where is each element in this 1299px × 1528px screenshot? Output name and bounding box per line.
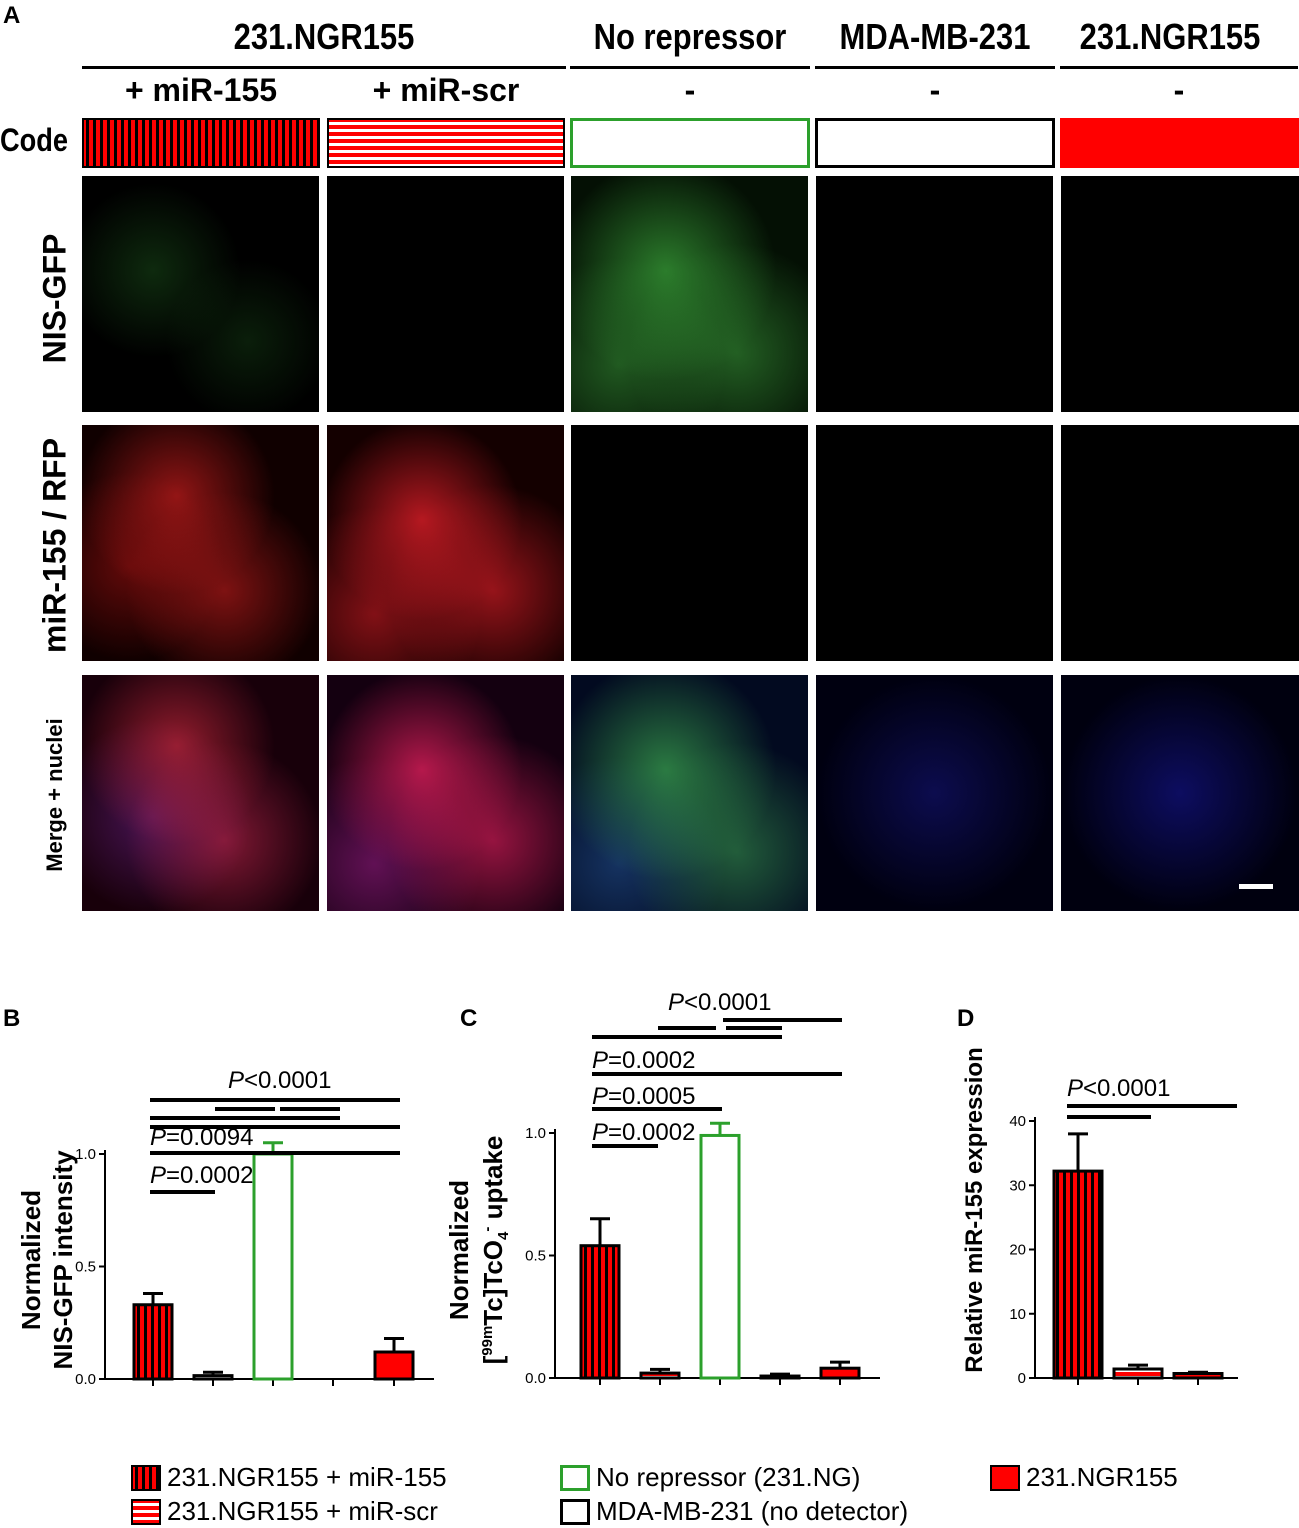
legend-swatch-vstripe [131, 1464, 161, 1491]
chart-c: 0.0 0.5 1.0 P<0.0001 P=0.0002 P=0.0005 P=0.000… [444, 989, 880, 1387]
group-header-no-repressor: No repressor [593, 16, 787, 57]
y-axis-label: Normalized NIS-GFP intensity [16, 1150, 78, 1370]
micrograph-merge-mda [816, 675, 1053, 911]
micrograph-rfp-no-repressor [571, 425, 808, 661]
micrograph-merge-no-repressor [571, 675, 808, 911]
y-tick-label: 0.0 [525, 1370, 546, 1387]
legend-item-231ngr155: 231.NGR155 [990, 1462, 1178, 1493]
pvalue-label: P=0.0002 [592, 1119, 695, 1146]
micrograph-nisgfp-mir155 [82, 176, 319, 412]
subheader-mir155: + miR-155 [124, 72, 278, 108]
code-red-solid [1060, 118, 1299, 168]
scale-bar [1239, 884, 1273, 889]
header-rule [82, 66, 566, 69]
y-label-line: NIS-GFP intensity [48, 1150, 78, 1370]
legend-item-no-repressor: No repressor (231.NG) [560, 1462, 860, 1493]
bar [819, 1366, 861, 1380]
code-vstripe [82, 118, 320, 168]
micrograph-merge-mirscr [327, 675, 564, 911]
y-label-line: Relative miR-155 expression [961, 1047, 988, 1373]
row-label-nis-gfp: NIS-GFP [36, 233, 73, 364]
bar [373, 1350, 415, 1381]
bar [1172, 1372, 1224, 1380]
bar [639, 1371, 681, 1380]
y-axis-label: Relative miR-155 expression [961, 1047, 988, 1373]
y-tick-label: 20 [1009, 1242, 1026, 1259]
micrograph-rfp-mirscr [327, 425, 564, 661]
group-header-231ngr155: 231.NGR155 [233, 16, 415, 57]
legend-label: MDA-MB-231 (no detector) [596, 1496, 909, 1526]
subheader-dash: - [684, 72, 696, 108]
subheader-dash: - [929, 72, 941, 108]
micrograph-rfp-231ngr155 [1061, 425, 1299, 661]
legend-label: No repressor (231.NG) [596, 1462, 861, 1492]
micrograph-rfp-mda [816, 425, 1053, 661]
y-label-line: Normalized [16, 1190, 46, 1330]
bar [132, 1303, 174, 1381]
y-tick-label: 0.0 [75, 1371, 96, 1388]
legend-item-mirscr: 231.NGR155 + miR-scr [131, 1496, 438, 1527]
legend-swatch-hstripe [131, 1498, 161, 1525]
y-label-line: [99mTc]TcO4- uptake [478, 1136, 512, 1365]
pvalue-label: P=0.0002 [592, 1047, 695, 1074]
micrograph-nisgfp-mda [816, 176, 1053, 412]
legend-swatch-red [990, 1464, 1020, 1491]
legend-item-mir155: 231.NGR155 + miR-155 [131, 1462, 447, 1493]
panel-letter-b: B [3, 1005, 21, 1032]
micrograph-rfp-mir155 [82, 425, 319, 661]
pvalue-label: P=0.0005 [592, 1083, 695, 1110]
y-tick-label: 40 [1009, 1113, 1026, 1130]
code-label: Code [0, 122, 68, 158]
y-tick-label: 0 [1018, 1370, 1026, 1387]
micrograph-nisgfp-mirscr [327, 176, 564, 412]
micrograph-merge-231ngr155 [1061, 675, 1299, 911]
y-tick-label: 30 [1009, 1177, 1026, 1194]
legend-swatch-black [560, 1498, 590, 1525]
group-header-231ngr155-2: 231.NGR155 [1079, 16, 1261, 57]
y-tick-label: 1.0 [525, 1125, 546, 1142]
group-header-mda-mb-231: MDA-MB-231 [839, 16, 1031, 57]
legend-swatch-green [560, 1464, 590, 1491]
micrograph-nisgfp-231ngr155 [1061, 176, 1299, 412]
chart-d: 0 10 20 30 40 P<0.0001 Relative miR-155 expres… [961, 1047, 1238, 1387]
panel-letter-c: C [460, 1005, 478, 1032]
subheader-dash: - [1173, 72, 1185, 108]
micrograph-merge-mir155 [82, 675, 319, 911]
bar [1052, 1169, 1104, 1380]
code-hstripe [327, 118, 565, 168]
bar [192, 1374, 234, 1381]
bar [252, 1152, 294, 1381]
header-rule [815, 66, 1055, 69]
y-tick-label: 0.5 [75, 1259, 96, 1276]
y-tick-label: 1.0 [75, 1146, 96, 1163]
code-black-outline [815, 118, 1055, 168]
y-label-line: Normalized [444, 1180, 474, 1320]
y-axis-label: Normalized[99mTc]TcO4- uptake [444, 1136, 512, 1365]
row-label-mir155-rfp: miR-155 / RFP [36, 437, 73, 654]
row-label-merge-nuclei: Merge + nuclei [42, 718, 67, 872]
pvalue-label: P=0.0002 [150, 1162, 253, 1189]
header-rule [570, 66, 810, 69]
y-tick-label: 0.5 [525, 1248, 546, 1265]
code-green-outline [570, 118, 810, 168]
pvalue-label: P<0.0001 [1067, 1075, 1170, 1102]
bar [579, 1244, 621, 1380]
y-tick-label: 10 [1009, 1306, 1026, 1323]
header-rule [1060, 66, 1298, 69]
panel-letter-d: D [957, 1005, 975, 1032]
panel-letter-a: A [3, 2, 21, 29]
bar [1112, 1367, 1164, 1380]
legend-label: 231.NGR155 [1026, 1462, 1178, 1492]
legend-label: 231.NGR155 + miR-scr [167, 1496, 438, 1526]
micrograph-nisgfp-no-repressor [571, 176, 808, 412]
pvalue-label: P<0.0001 [228, 1067, 331, 1094]
bar [699, 1133, 741, 1380]
chart-b: 0.0 0.5 1.0 P<0.0001 P=0.0094 P=0.0002 Normali… [16, 1067, 434, 1388]
legend-item-mda: MDA-MB-231 (no detector) [560, 1496, 908, 1527]
legend-label: 231.NGR155 + miR-155 [167, 1462, 447, 1492]
pvalue-label: P<0.0001 [668, 989, 771, 1016]
bar [759, 1374, 801, 1380]
subheader-mirscr: + miR-scr [372, 72, 520, 108]
pvalue-label: P=0.0094 [150, 1124, 253, 1151]
